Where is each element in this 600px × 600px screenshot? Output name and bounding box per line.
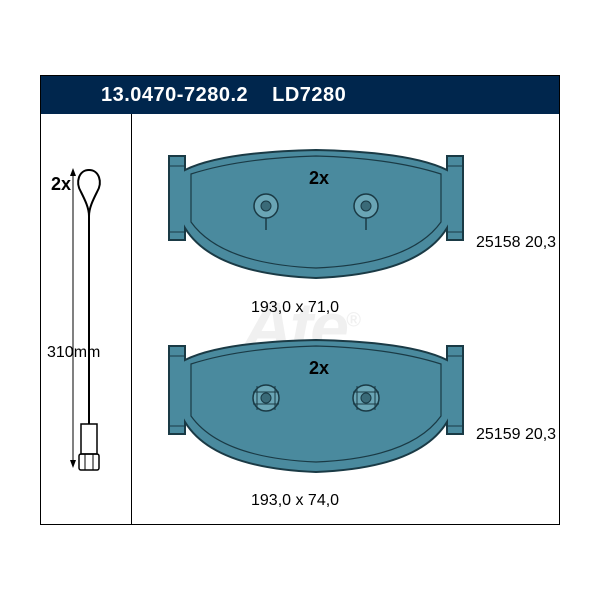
short-code: LD7280 [272, 84, 346, 107]
brake-pad-top: 2x [161, 144, 471, 294]
pad-top-dimensions: 193,0 x 71,0 [251, 299, 339, 317]
body-area: Ate® 2x [41, 114, 559, 524]
pad-bottom-code: 25159 20,3 [476, 426, 556, 444]
brake-pad-bottom: 2x [161, 334, 471, 484]
pad-top-code: 25158 20,3 [476, 234, 556, 252]
title-bar: 13.0470-7280.2 LD7280 [41, 76, 559, 114]
sensor-length: 310mm [47, 344, 100, 362]
diagram-frame: 13.0470-7280.2 LD7280 Ate® 2x [40, 75, 560, 525]
pad-top-qty: 2x [309, 168, 329, 189]
wear-sensor-icon [69, 164, 109, 494]
pad-bottom-dimensions: 193,0 x 74,0 [251, 492, 339, 510]
divider-line [131, 114, 132, 524]
diagram-container: 13.0470-7280.2 LD7280 Ate® 2x [0, 0, 600, 600]
pad-bottom-qty: 2x [309, 358, 329, 379]
part-number: 13.0470-7280.2 [101, 84, 248, 107]
